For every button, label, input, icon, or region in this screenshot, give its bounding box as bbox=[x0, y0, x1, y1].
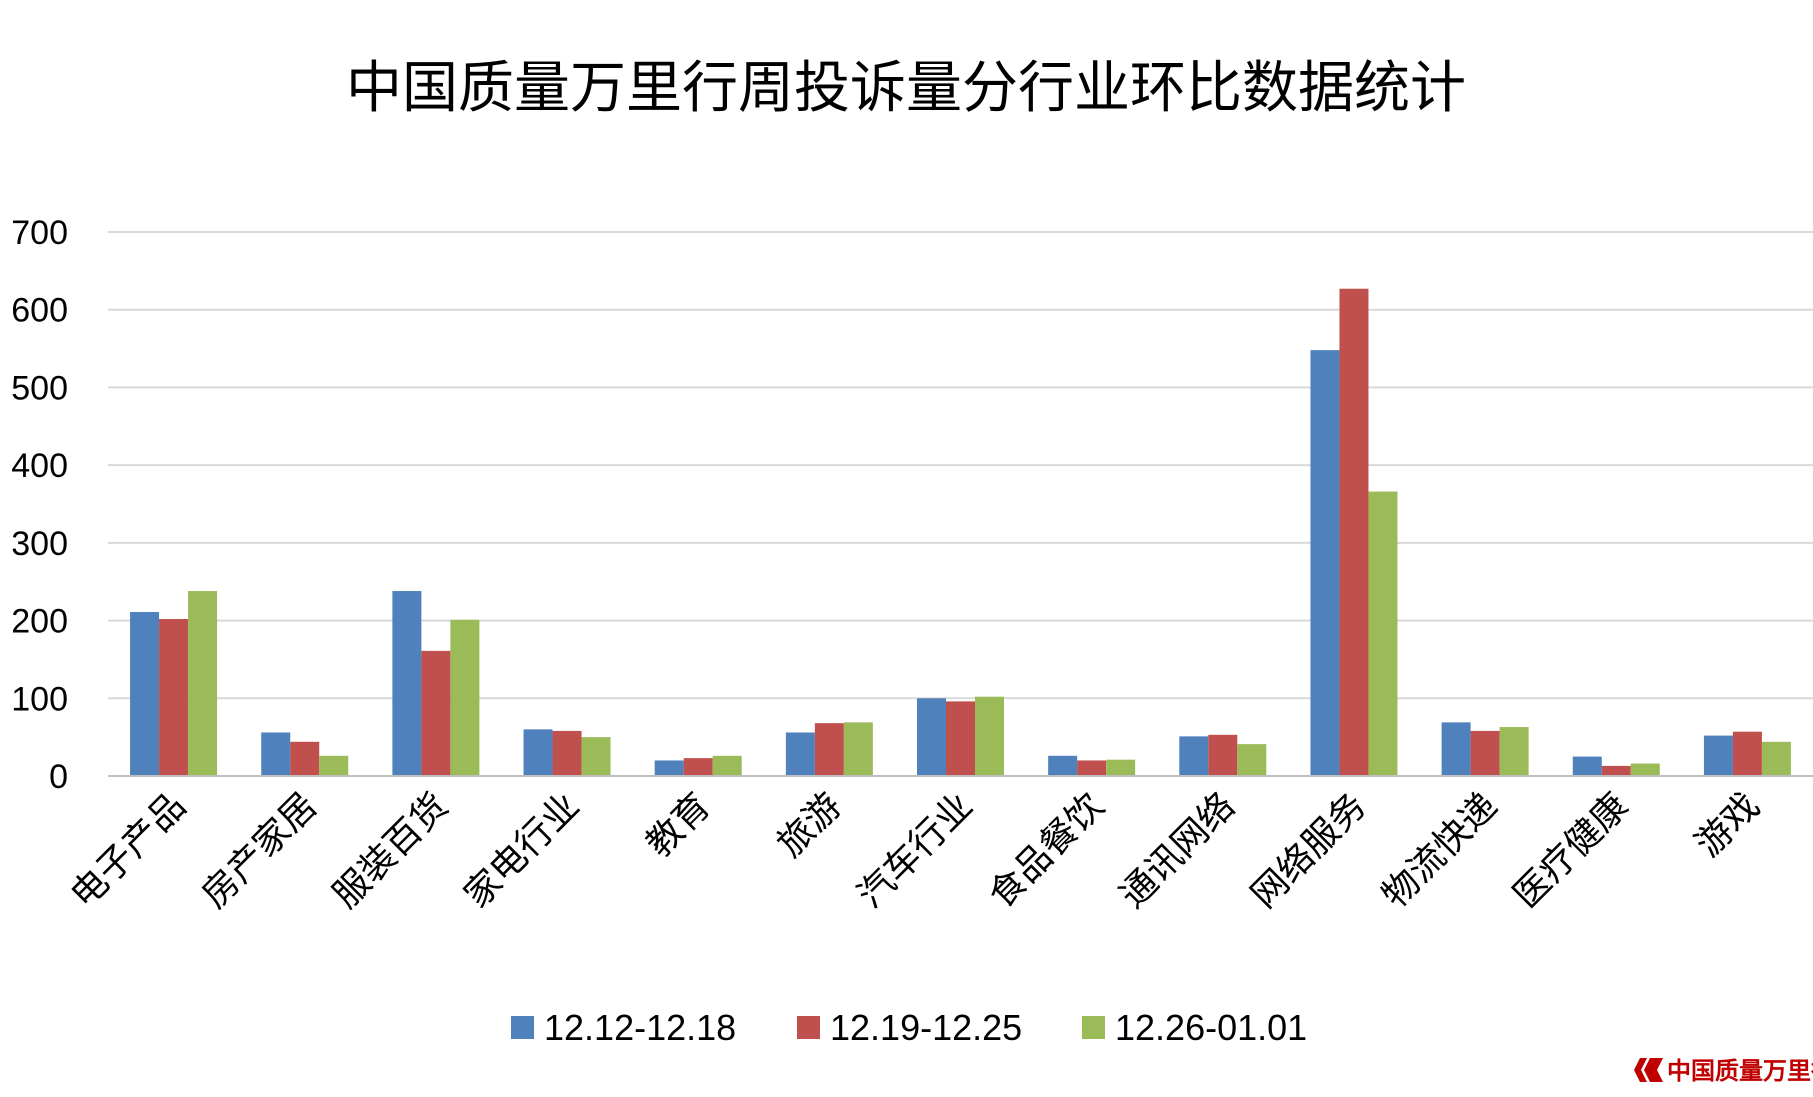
bar bbox=[523, 729, 553, 776]
y-tick-label: 700 bbox=[11, 214, 68, 252]
x-tick-label: 游戏 bbox=[1688, 785, 1768, 865]
legend-label: 12.12-12.18 bbox=[544, 1007, 736, 1048]
x-tick-label: 电子产品 bbox=[63, 785, 194, 916]
x-tick-label: 汽车行业 bbox=[850, 785, 981, 916]
bar bbox=[319, 755, 349, 776]
watermark-text: 中国质量万里行 bbox=[1667, 1056, 1813, 1085]
y-tick-label: 200 bbox=[11, 603, 68, 641]
bar bbox=[290, 741, 320, 776]
x-tick-label: 服装百货 bbox=[325, 785, 456, 916]
y-axis: 0 100 200 300 400 500 600 700 bbox=[11, 214, 68, 796]
legend-swatch bbox=[511, 1016, 534, 1039]
bar bbox=[917, 698, 946, 776]
legend-label: 12.19-12.25 bbox=[830, 1007, 1022, 1048]
bar bbox=[683, 758, 713, 776]
bar bbox=[261, 732, 291, 776]
bar bbox=[1499, 727, 1529, 776]
legend-label: 12.26-01.01 bbox=[1115, 1007, 1307, 1048]
x-tick-label: 物流快递 bbox=[1375, 785, 1506, 916]
chart-title: 中国质量万里行周投诉量分行业环比数据统计 bbox=[346, 56, 1466, 121]
bar bbox=[450, 619, 480, 776]
bar bbox=[814, 723, 844, 776]
legend: 12.12-12.18 12.19-12.25 12.26-01.01 bbox=[511, 1007, 1307, 1048]
bar bbox=[654, 760, 684, 776]
bar bbox=[581, 737, 611, 776]
legend-swatch bbox=[797, 1016, 820, 1039]
y-tick-label: 0 bbox=[49, 758, 68, 796]
bar bbox=[1106, 759, 1136, 776]
bar bbox=[1601, 765, 1631, 776]
bar bbox=[1339, 288, 1369, 776]
y-tick-label: 300 bbox=[11, 525, 68, 563]
brand-chevron-icon bbox=[1634, 1058, 1663, 1082]
bar bbox=[712, 755, 742, 776]
x-tick-label: 食品餐饮 bbox=[981, 785, 1112, 916]
bar bbox=[1470, 730, 1500, 776]
bar bbox=[1048, 755, 1078, 776]
bar bbox=[188, 591, 218, 776]
x-tick-label: 旅游 bbox=[770, 785, 850, 865]
bar bbox=[1572, 756, 1602, 776]
bar bbox=[1077, 760, 1107, 776]
x-axis: 电子产品 房产家居 服装百货 家电行业 教育 旅游 汽车行业 食品餐饮 通讯网络 网络服务 物流快递… bbox=[63, 785, 1768, 916]
x-tick-label: 教育 bbox=[639, 785, 719, 865]
x-tick-label: 房产家居 bbox=[194, 785, 325, 916]
bar bbox=[946, 701, 975, 776]
x-tick-label: 网络服务 bbox=[1243, 785, 1374, 916]
bar bbox=[421, 650, 451, 776]
bar bbox=[1732, 731, 1762, 776]
bar bbox=[785, 732, 815, 776]
y-tick-label: 400 bbox=[11, 447, 68, 485]
bar bbox=[1703, 735, 1733, 776]
bar bbox=[392, 591, 422, 776]
bar bbox=[130, 612, 160, 776]
bar bbox=[1310, 350, 1340, 776]
x-tick-label: 医疗健康 bbox=[1506, 785, 1637, 916]
y-tick-label: 600 bbox=[11, 292, 68, 330]
bar bbox=[1179, 736, 1209, 776]
bars bbox=[130, 288, 1791, 776]
gridlines bbox=[108, 231, 1813, 700]
bar bbox=[1441, 722, 1471, 776]
x-tick-label: 家电行业 bbox=[457, 785, 588, 916]
bar bbox=[1630, 763, 1660, 776]
bar bbox=[975, 696, 1004, 776]
bar bbox=[1368, 491, 1398, 776]
bar bbox=[159, 619, 189, 776]
bar bbox=[843, 722, 873, 776]
x-tick-label: 通讯网络 bbox=[1112, 785, 1243, 916]
y-tick-label: 500 bbox=[11, 369, 68, 407]
watermark: 中国质量万里行 bbox=[1634, 1056, 1813, 1085]
bar bbox=[1208, 734, 1238, 776]
legend-swatch bbox=[1082, 1016, 1105, 1039]
bar bbox=[552, 730, 582, 776]
bar bbox=[1761, 741, 1791, 776]
bar bbox=[1237, 744, 1267, 776]
y-tick-label: 100 bbox=[11, 680, 68, 718]
